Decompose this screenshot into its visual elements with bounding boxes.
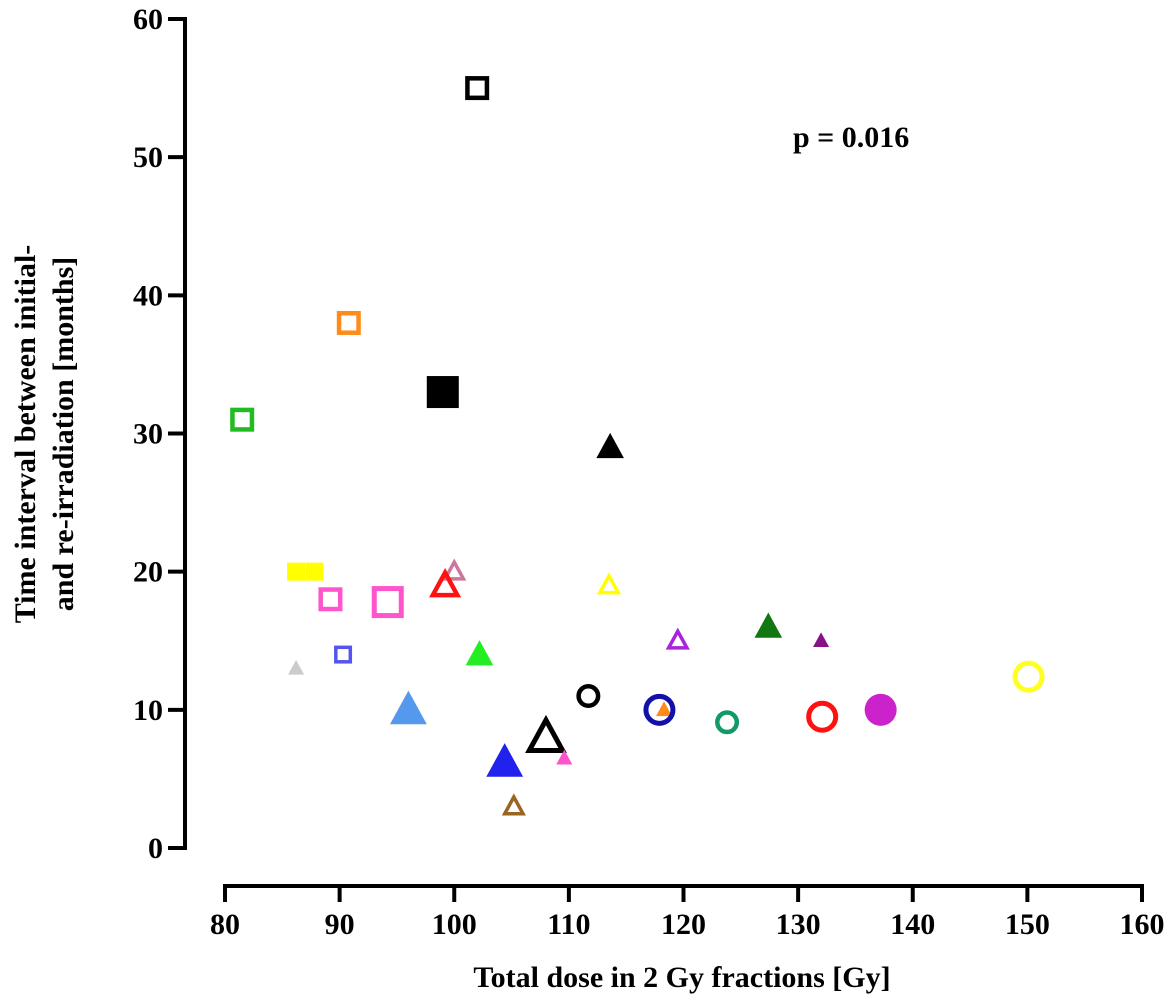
x-tick-label: 130 xyxy=(776,908,821,941)
data-point-triangle xyxy=(465,640,494,666)
data-point-triangle xyxy=(596,572,622,595)
data-point-square xyxy=(305,562,324,581)
data-point-triangle xyxy=(390,690,427,725)
data-point-triangle xyxy=(486,743,524,777)
x-tick-label: 150 xyxy=(1005,908,1050,941)
x-tick-label: 100 xyxy=(432,908,477,941)
y-axis-title-line-2: and re-irradiation [months] xyxy=(47,257,80,611)
x-tick-label: 110 xyxy=(547,908,590,941)
data-point-square xyxy=(334,645,353,664)
x-axis: 80 90 100 110 120 130 140 150 160 xyxy=(210,884,1165,941)
y-tick-label: 10 xyxy=(133,694,163,727)
data-point-square xyxy=(426,376,459,409)
data-point-triangle xyxy=(288,659,305,675)
x-tick-label: 80 xyxy=(210,908,240,941)
x-tick-label: 90 xyxy=(325,908,355,941)
p-value-annotation: p = 0.016 xyxy=(793,121,909,154)
data-point-square xyxy=(318,587,343,612)
data-point-square xyxy=(287,562,306,581)
x-tick-label: 160 xyxy=(1120,908,1165,941)
data-point-triangle xyxy=(429,568,462,598)
data-point-triangle xyxy=(655,701,673,717)
data-point-circle xyxy=(864,693,897,726)
x-tick-label: 120 xyxy=(661,908,706,941)
data-point-triangle xyxy=(596,432,624,459)
data-point-triangle xyxy=(665,627,690,650)
data-point-circle xyxy=(576,684,601,709)
y-tick-label: 20 xyxy=(133,556,163,589)
y-tick-label: 60 xyxy=(133,3,163,36)
data-point-circle xyxy=(1012,660,1045,693)
data-point-triangle xyxy=(556,749,573,765)
y-axis-title-line-1: Time interval between initial- xyxy=(9,245,42,624)
x-axis-title: Total dose in 2 Gy fractions [Gy] xyxy=(473,961,890,994)
data-point-square xyxy=(230,407,255,432)
y-tick-label: 30 xyxy=(133,418,163,451)
y-tick-label: 50 xyxy=(133,141,163,174)
data-point-circle xyxy=(643,693,676,726)
y-tick-label: 40 xyxy=(133,279,163,312)
data-points xyxy=(230,76,1045,816)
data-point-triangle xyxy=(813,632,830,648)
data-point-square xyxy=(465,76,490,101)
data-point-circle xyxy=(806,700,839,733)
data-point-triangle xyxy=(754,612,783,638)
y-tick-label: 0 xyxy=(148,832,163,865)
data-point-triangle xyxy=(442,558,467,581)
data-point-triangle xyxy=(525,714,567,754)
y-axis: 0 10 20 30 40 50 60 xyxy=(133,3,187,865)
data-point-square xyxy=(371,586,404,619)
data-point-square xyxy=(336,310,361,335)
x-tick-label: 140 xyxy=(890,908,935,941)
data-point-circle xyxy=(715,710,740,735)
data-point-triangle xyxy=(501,793,526,816)
